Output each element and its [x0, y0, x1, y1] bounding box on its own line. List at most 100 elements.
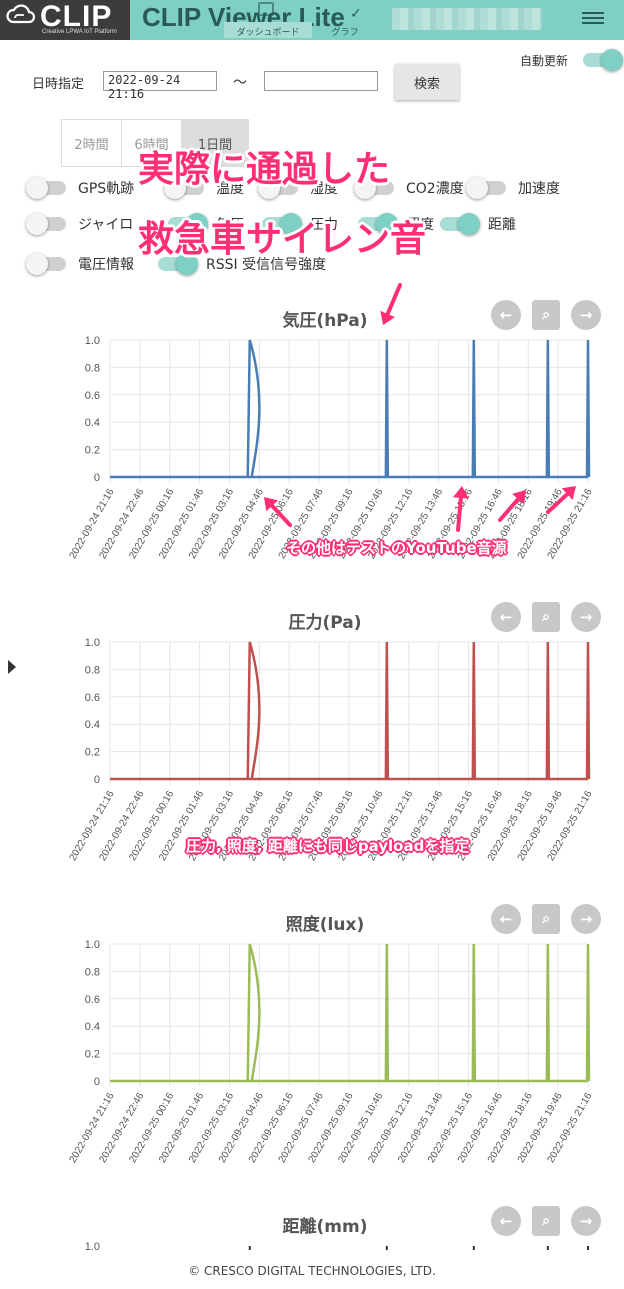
y-tick-label: 0.4 [85, 417, 100, 429]
chart-prev-button[interactable]: ← [491, 904, 521, 934]
auto-update-toggle[interactable] [583, 49, 623, 71]
chart-title: 圧力(Pa) [288, 613, 362, 633]
chart-plot: 1.0 [85, 1241, 589, 1253]
annotation-actual-siren-line2: 救急車サイレン音 [138, 219, 427, 260]
series-spike [246, 943, 261, 1082]
sensor-label: 加速度 [518, 181, 560, 197]
toggle-switch[interactable] [26, 253, 66, 275]
toggle-switch[interactable] [440, 213, 480, 235]
sensor-label: 照度 [406, 217, 434, 233]
y-tick-label: 0.8 [85, 966, 100, 978]
chart-zoom-button[interactable]: ⌕ [532, 300, 560, 330]
chart-title: 距離(mm) [282, 1217, 368, 1237]
chart-prev-button[interactable]: ← [491, 602, 521, 632]
app-header: CLIP Creative LPWA IoT Platform CLIP Vie… [0, 0, 624, 40]
sensor-label: 湿度 [310, 181, 338, 197]
chart-next-button[interactable]: → [571, 1206, 601, 1236]
logo[interactable]: CLIP Creative LPWA IoT Platform [0, 0, 130, 40]
auto-update-label: 自動更新 [520, 54, 569, 68]
annotation-actual-siren-line1: 実際に通過した [138, 149, 391, 190]
y-tick-label: 0.2 [85, 445, 100, 457]
toggle-switch[interactable] [262, 213, 302, 235]
series-spike [545, 641, 551, 780]
series-spike [246, 641, 261, 780]
chart-zoom-button[interactable]: ⌕ [532, 602, 560, 632]
search-button[interactable]: 検索 [395, 64, 459, 100]
y-tick-label: 1.0 [85, 637, 100, 649]
series-spike [545, 339, 551, 478]
dashboard-icon [258, 2, 274, 16]
y-tick-label: 0.8 [85, 362, 100, 374]
series-spike [471, 339, 477, 478]
range-1d-button[interactable]: 1日間 [182, 120, 248, 166]
chart-title: 照度(lux) [285, 915, 365, 935]
range-2h-button[interactable]: 2時間 [62, 120, 122, 166]
y-tick-label: 0.4 [85, 1021, 100, 1033]
sensor-label: CO2濃度 [406, 181, 464, 197]
series-spike [471, 943, 477, 1082]
sensor-label: 距離 [488, 217, 516, 233]
y-tick-label: 0.4 [85, 719, 100, 731]
y-tick-label: 0.2 [85, 1049, 100, 1061]
chart-prev-button[interactable]: ← [491, 1206, 521, 1236]
annotation-same-payload: 圧力, 照度, 距離にも同じpayloadを指定 [186, 837, 470, 855]
sensor-label: ジャイロ [78, 217, 134, 233]
side-expand-arrow-icon[interactable] [8, 660, 16, 674]
series-spike [585, 339, 591, 478]
y-tick-label: 1.0 [85, 335, 100, 347]
series-spike [384, 641, 390, 780]
sensor-label: GPS軌跡 [78, 181, 135, 197]
chart-prev-button[interactable]: ← [491, 300, 521, 330]
toggle-switch[interactable] [354, 177, 394, 199]
graph-icon: ✓ [350, 6, 362, 22]
tab-graph[interactable]: グラフ [331, 28, 359, 38]
y-tick-label: 0.6 [85, 994, 100, 1006]
toggle-switch[interactable] [164, 177, 204, 199]
hamburger-menu-icon[interactable] [582, 9, 604, 31]
date-from-input[interactable]: 2022-09-24 21:16 [103, 71, 217, 101]
y-tick-label: 1.0 [85, 939, 100, 951]
toggle-switch[interactable] [158, 253, 198, 275]
series-spike [384, 339, 390, 478]
date-to-input[interactable] [264, 71, 378, 91]
toggle-switch[interactable] [26, 213, 66, 235]
y-tick-label: 1.0 [85, 1241, 100, 1253]
chart-next-button[interactable]: → [571, 904, 601, 934]
y-tick-label: 0.6 [85, 692, 100, 704]
y-tick-label: 0.8 [85, 664, 100, 676]
toggle-switch[interactable] [358, 213, 398, 235]
y-tick-label: 0 [94, 1076, 100, 1088]
toggle-switch[interactable] [168, 213, 208, 235]
y-tick-label: 0.6 [85, 390, 100, 402]
y-tick-label: 0 [94, 472, 100, 484]
series-spike [545, 943, 551, 1082]
y-tick-label: 0.2 [85, 747, 100, 759]
range-6h-button[interactable]: 6時間 [122, 120, 182, 166]
series-spike [471, 641, 477, 780]
toggle-switch[interactable] [466, 177, 506, 199]
blurred-user-info [392, 8, 542, 30]
series-spike [246, 339, 261, 478]
range-button-group: 2時間 6時間 1日間 [61, 119, 249, 167]
annotation-youtube-source: その他はテストのYouTube音源 [286, 539, 507, 557]
tab-dashboard[interactable]: ダッシュボード [224, 22, 312, 38]
date-label: 日時指定 [32, 77, 85, 92]
date-range-separator: 〜 [233, 75, 247, 91]
chart-next-button[interactable]: → [571, 602, 601, 632]
sensor-label: 圧力 [310, 217, 338, 233]
sensor-label: RSSI 受信信号強度 [206, 257, 327, 273]
chart-title: 気圧(hPa) [282, 311, 368, 331]
logo-text: CLIP [40, 0, 113, 33]
footer: © CRESCO DIGITAL TECHNOLOGIES, LTD. [0, 1256, 624, 1289]
chart-next-button[interactable]: → [571, 300, 601, 330]
toggle-switch[interactable] [26, 177, 66, 199]
chart-zoom-button[interactable]: ⌕ [532, 1206, 560, 1236]
chart-zoom-button[interactable]: ⌕ [532, 904, 560, 934]
series-spike [585, 943, 591, 1082]
logo-subtitle: Creative LPWA IoT Platform [42, 29, 117, 35]
toggle-switch[interactable] [258, 177, 298, 199]
sensor-label: 温度 [216, 181, 244, 197]
sensor-label: 電圧情報 [78, 257, 134, 273]
series-spike [585, 641, 591, 780]
